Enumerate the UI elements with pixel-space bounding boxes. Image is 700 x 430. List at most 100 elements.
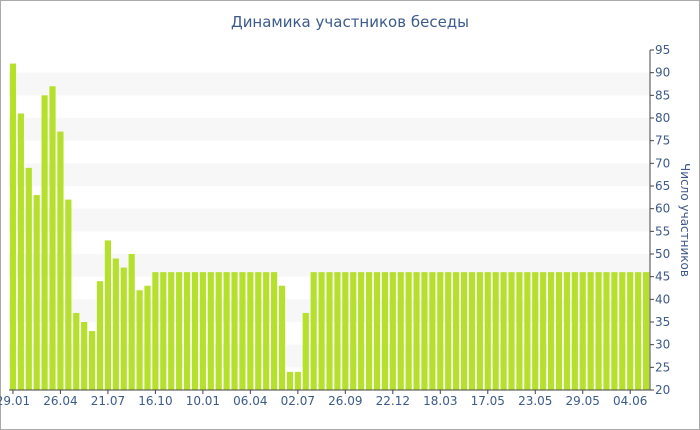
x-tick-labels: 29.01 26.04 21.07 16.10 10.01 06.04 02.07 26.09… xyxy=(0,390,647,408)
x-tick-label: 23.05 xyxy=(518,394,552,408)
x-tick-label: 22.12 xyxy=(376,394,410,408)
bar xyxy=(405,272,412,390)
bar xyxy=(460,272,468,390)
bar xyxy=(318,272,325,390)
y-tick-label: 95 xyxy=(655,43,670,57)
bar xyxy=(413,272,420,390)
bar xyxy=(595,272,602,390)
x-tick-label: 26.04 xyxy=(43,394,77,408)
bar xyxy=(112,258,119,390)
bar xyxy=(619,272,626,390)
bar xyxy=(65,199,72,390)
bar xyxy=(532,272,539,390)
grid-band xyxy=(9,118,650,141)
bar xyxy=(365,272,373,390)
x-tick-label: 29.05 xyxy=(566,394,600,408)
bar xyxy=(183,272,191,390)
bar xyxy=(540,272,547,390)
x-tick-label: 17.05 xyxy=(471,394,505,408)
bar xyxy=(278,285,286,390)
bar xyxy=(635,272,642,390)
y-tick-label: 70 xyxy=(655,156,670,170)
bar xyxy=(128,254,135,390)
y-tick-label: 80 xyxy=(655,111,670,125)
y-tick-label: 30 xyxy=(655,338,670,352)
bar xyxy=(445,272,452,390)
bar xyxy=(547,272,555,390)
bar xyxy=(587,272,594,390)
bar xyxy=(81,322,88,390)
bar xyxy=(389,272,396,390)
x-tick-label: 02.07 xyxy=(281,394,315,408)
bar xyxy=(492,272,499,390)
chart-title: Динамика участников беседы xyxy=(230,13,470,31)
bar xyxy=(271,272,278,390)
bar xyxy=(160,272,167,390)
bar xyxy=(247,272,254,390)
x-tick-label: 04.06 xyxy=(613,394,647,408)
bar xyxy=(429,272,436,390)
x-tick-label: 06.04 xyxy=(233,394,267,408)
x-tick-label: 26.09 xyxy=(328,394,362,408)
bar xyxy=(231,272,238,390)
bar xyxy=(17,113,24,390)
bar xyxy=(96,281,104,390)
bar xyxy=(334,272,341,390)
y-tick-label: 65 xyxy=(655,179,670,193)
x-tick-label: 29.01 xyxy=(0,394,30,408)
y-tick-label: 20 xyxy=(655,383,670,397)
bar xyxy=(571,272,578,390)
bar xyxy=(484,272,491,390)
bar xyxy=(611,272,618,390)
bar xyxy=(500,272,507,390)
bar xyxy=(199,272,206,390)
y-tick-label: 50 xyxy=(655,247,670,261)
bar xyxy=(555,272,563,390)
bar xyxy=(223,272,230,390)
bar xyxy=(176,272,183,390)
grid-band xyxy=(9,72,650,96)
bar xyxy=(579,272,586,390)
bar xyxy=(350,272,357,390)
bar xyxy=(73,312,80,390)
bar xyxy=(120,267,127,390)
y-tick-label: 60 xyxy=(655,202,670,216)
bar xyxy=(33,195,40,390)
bar xyxy=(603,272,610,390)
bar xyxy=(41,95,48,390)
y-tick-label: 40 xyxy=(655,292,670,306)
bar xyxy=(373,272,381,390)
bar xyxy=(144,285,151,390)
bar xyxy=(468,272,476,390)
bar xyxy=(89,331,96,390)
bar xyxy=(294,371,301,390)
bar xyxy=(476,272,483,390)
y-tick-label: 75 xyxy=(655,134,670,148)
bar xyxy=(627,272,634,390)
y-tick-label: 55 xyxy=(655,224,670,238)
bar xyxy=(421,272,428,390)
x-tick-label: 18.03 xyxy=(423,394,457,408)
bar xyxy=(508,272,515,390)
y-tick-label: 45 xyxy=(655,270,670,284)
bar xyxy=(437,272,444,390)
bar xyxy=(642,272,650,390)
y-tick-label: 85 xyxy=(655,88,670,102)
bar xyxy=(9,63,17,390)
bar xyxy=(255,272,262,390)
grid-band xyxy=(9,163,650,186)
x-tick-label: 16.10 xyxy=(138,394,172,408)
bar xyxy=(286,371,294,390)
x-tick-label: 21.07 xyxy=(91,394,125,408)
bar xyxy=(152,272,159,390)
bar xyxy=(49,86,56,391)
y-axis-label: Число участников xyxy=(678,163,692,277)
bar xyxy=(563,272,570,390)
bar xyxy=(207,272,214,390)
bar xyxy=(104,240,112,390)
bar xyxy=(397,272,404,390)
axes-group xyxy=(9,50,651,391)
y-tick-labels: 20 25 30 35 40 45 50 55 60 65 70 75 80 85 90 95 xyxy=(650,43,670,397)
grid-band xyxy=(9,254,650,277)
